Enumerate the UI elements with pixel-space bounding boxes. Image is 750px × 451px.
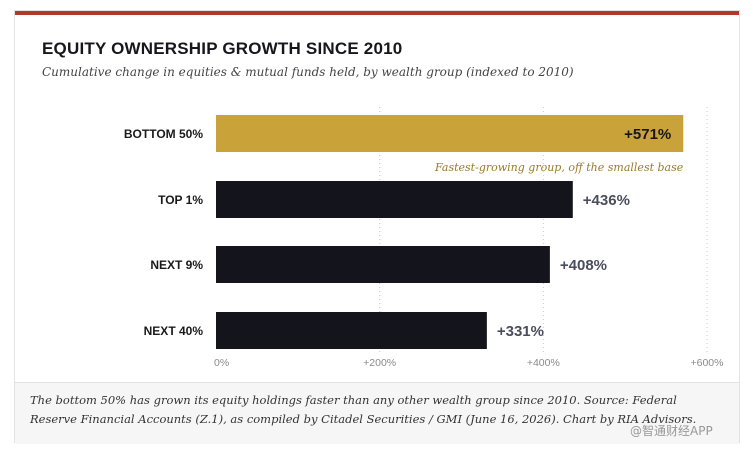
watermark: @智通财经APP [630,424,713,438]
footer: The bottom 50% has grown its equity hold… [15,382,739,444]
category-label: TOP 1% [158,193,203,207]
data-label: +571% [624,126,671,143]
category-label: NEXT 9% [150,258,203,272]
x-tick-label: 0% [214,357,229,369]
chart-title: EQUITY OWNERSHIP GROWTH SINCE 2010 [42,39,403,58]
bar [216,312,487,349]
x-tick-label: +600% [691,357,724,369]
chart-card: EQUITY OWNERSHIP GROWTH SINCE 2010 Cumul… [14,10,740,444]
bar-chart: BOTTOM 50% +571% TOP 1% +436% NEXT 9% +408% NE… [124,107,724,369]
category-label: NEXT 40% [144,324,204,338]
top-accent-rule [15,11,739,15]
bar [216,115,684,152]
data-label: +436% [583,192,630,209]
annotation: Fastest-growing group, off the smallest … [434,161,684,174]
data-label: +408% [560,257,607,274]
footnote: The bottom 50% has grown its equity hold… [30,393,697,426]
data-label: +331% [497,323,544,340]
chart-subtitle: Cumulative change in equities & mutual f… [42,65,574,79]
x-tick-label: +200% [363,357,396,369]
bar [216,181,573,218]
x-tick-label: +400% [527,357,560,369]
category-label: BOTTOM 50% [124,127,203,141]
bar [216,246,550,283]
